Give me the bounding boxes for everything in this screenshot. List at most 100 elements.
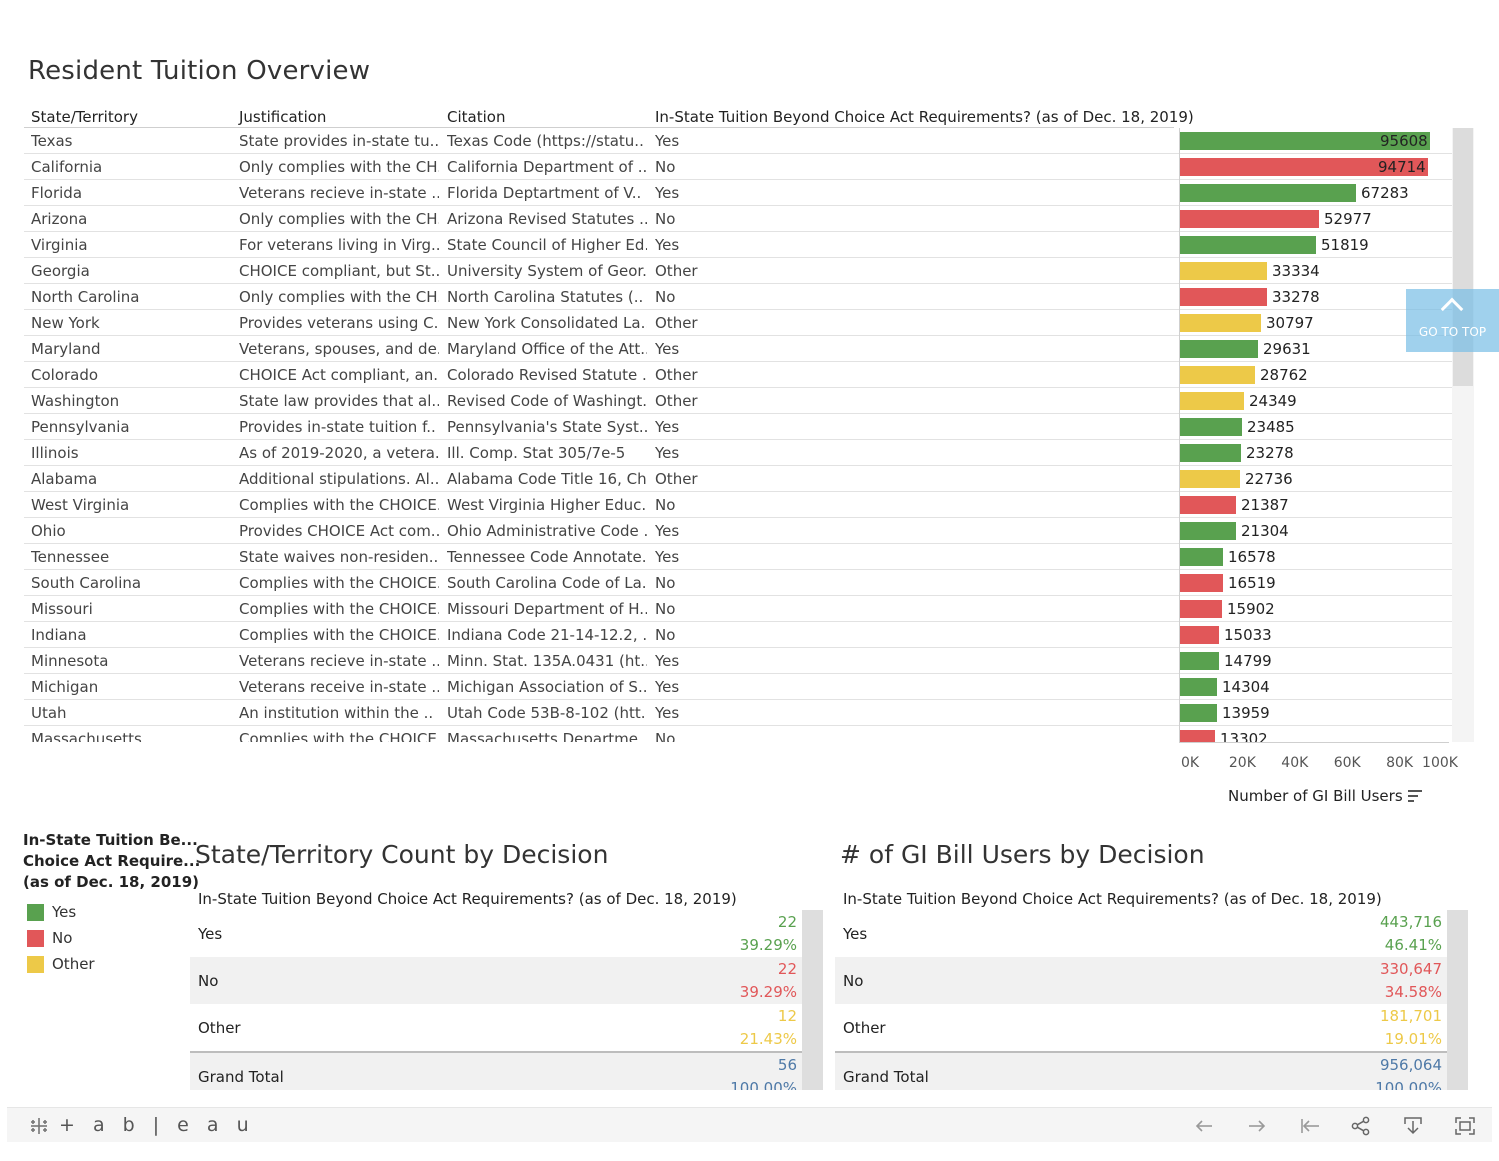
table-row[interactable]: Florida Veterans recieve in-state .. Flori… [24, 180, 1452, 206]
axis-tick-label: 80K [1386, 755, 1414, 771]
panel-scrollbar[interactable] [802, 910, 823, 1090]
state-cell: Minnesota [31, 652, 109, 670]
bar[interactable] [1180, 496, 1236, 514]
bar-cell: 51819 [1179, 232, 1452, 258]
bar[interactable] [1180, 626, 1219, 644]
revert-icon[interactable] [1299, 1116, 1321, 1136]
decision-row[interactable]: Yes 22 39.29% [190, 910, 802, 957]
grand-total-row[interactable]: Grand Total 56 100.00% [190, 1051, 802, 1090]
bar[interactable] [1180, 210, 1319, 228]
table-row[interactable]: Massachusetts Complies with the CHOICE.. M… [24, 726, 1452, 742]
table-row[interactable]: Tennessee State waives non-residen.. Tenne… [24, 544, 1452, 570]
table-row[interactable]: Virginia For veterans living in Virg.. Sta… [24, 232, 1452, 258]
decision-cell: Yes [655, 522, 680, 540]
axis-tick-label: 0K [1180, 755, 1200, 771]
table-row[interactable]: Georgia CHOICE compliant, but St.. Univers… [24, 258, 1452, 284]
count-panel-table[interactable]: Yes 22 39.29% No 22 39.29% Other 12 21.43% Grand … [190, 910, 823, 1090]
decision-cell: Yes [655, 236, 680, 254]
bar-label: 33278 [1272, 288, 1320, 306]
download-icon[interactable] [1402, 1116, 1424, 1136]
fullscreen-icon[interactable] [1454, 1116, 1476, 1136]
bar[interactable] [1180, 444, 1241, 462]
undo-icon[interactable] [1193, 1116, 1215, 1136]
column-header-decision[interactable]: In-State Tuition Beyond Choice Act Requi… [655, 108, 1194, 126]
citation-cell: Missouri Department of H.. [447, 600, 647, 618]
column-header-justification[interactable]: Justification [239, 108, 327, 126]
bar[interactable] [1180, 730, 1215, 742]
decision-row[interactable]: No 22 39.29% [190, 957, 802, 1004]
table-row[interactable]: Alabama Additional stipulations. Al.. Alab… [24, 466, 1452, 492]
grand-total-row[interactable]: Grand Total 956,064 100.00% [835, 1051, 1447, 1090]
bar-label: 16578 [1228, 548, 1276, 566]
column-header-citation[interactable]: Citation [447, 108, 506, 126]
bar-label: 24349 [1249, 392, 1297, 410]
bar[interactable] [1180, 574, 1223, 592]
bar[interactable] [1180, 418, 1242, 436]
table-row[interactable]: Michigan Veterans receive in-state .. Mich… [24, 674, 1452, 700]
decision-row[interactable]: Other 12 21.43% [190, 1004, 802, 1051]
table-row[interactable]: Illinois As of 2019-2020, a vetera.. Ill. … [24, 440, 1452, 466]
bar[interactable] [1180, 340, 1258, 358]
bar-label: 33334 [1272, 262, 1320, 280]
bar[interactable] [1180, 678, 1217, 696]
decision-cell: No [655, 574, 676, 592]
bar[interactable] [1180, 366, 1255, 384]
state-cell: West Virginia [31, 496, 130, 514]
table-row[interactable]: Ohio Provides CHOICE Act com.. Ohio Admini… [24, 518, 1452, 544]
table-row[interactable]: Missouri Complies with the CHOICE.. Missou… [24, 596, 1452, 622]
column-header-state[interactable]: State/Territory [31, 108, 138, 126]
tuition-table[interactable]: Texas State provides in-state tu.. Texas C… [24, 128, 1452, 742]
bar-label: 14799 [1224, 652, 1272, 670]
bar[interactable] [1180, 470, 1240, 488]
table-row[interactable]: Texas State provides in-state tu.. Texas C… [24, 128, 1452, 154]
table-row[interactable]: South Carolina Complies with the CHOICE..… [24, 570, 1452, 596]
state-cell: Arizona [31, 210, 88, 228]
sort-icon[interactable] [1408, 790, 1422, 802]
table-row[interactable]: North Carolina Only complies with the CH.… [24, 284, 1452, 310]
bar[interactable] [1180, 184, 1356, 202]
users-panel-table[interactable]: Yes 443,716 46.41% No 330,647 34.58% Other 181,… [835, 910, 1468, 1090]
citation-cell: State Council of Higher Ed.. [447, 236, 647, 254]
bar[interactable] [1180, 522, 1236, 540]
decision-row[interactable]: Other 181,701 19.01% [835, 1004, 1447, 1051]
table-row[interactable]: Minnesota Veterans recieve in-state .. Min… [24, 648, 1452, 674]
table-row[interactable]: Indiana Complies with the CHOICE.. Indiana… [24, 622, 1452, 648]
citation-cell: Ohio Administrative Code .. [447, 522, 647, 540]
justification-cell: As of 2019-2020, a vetera.. [239, 444, 439, 462]
table-row[interactable]: Utah An institution within the .. Utah Cod… [24, 700, 1452, 726]
bar[interactable] [1180, 262, 1267, 280]
decision-percent: 39.29% [739, 983, 797, 1001]
bar[interactable] [1180, 704, 1217, 722]
share-icon[interactable] [1350, 1116, 1372, 1136]
table-row[interactable]: Washington State law provides that al.. Re… [24, 388, 1452, 414]
bar[interactable] [1180, 548, 1223, 566]
citation-cell: Utah Code 53B-8-102 (htt.. [447, 704, 647, 722]
table-row[interactable]: West Virginia Complies with the CHOICE.. W… [24, 492, 1452, 518]
decision-row[interactable]: No 330,647 34.58% [835, 957, 1447, 1004]
table-row[interactable]: Arizona Only complies with the CH.. Arizon… [24, 206, 1452, 232]
state-cell: Alabama [31, 470, 98, 488]
redo-icon[interactable] [1246, 1116, 1268, 1136]
decision-row[interactable]: Yes 443,716 46.41% [835, 910, 1447, 957]
bar[interactable] [1180, 392, 1244, 410]
table-row[interactable]: California Only complies with the CH.. Cal… [24, 154, 1452, 180]
table-row[interactable]: Colorado CHOICE Act compliant, an.. Colora… [24, 362, 1452, 388]
panel-scrollbar[interactable] [1447, 910, 1468, 1090]
table-row[interactable]: Maryland Veterans, spouses, and de.. Maryl… [24, 336, 1452, 362]
table-row[interactable]: New York Provides veterans using C.. New Y… [24, 310, 1452, 336]
bar[interactable] [1180, 314, 1261, 332]
tableau-logo-text[interactable]: + a b | e a u [59, 1114, 255, 1136]
justification-cell: Only complies with the CH.. [239, 210, 439, 228]
bar[interactable] [1180, 600, 1222, 618]
bar[interactable] [1180, 652, 1219, 670]
table-row[interactable]: Pennsylvania Provides in-state tuition f.… [24, 414, 1452, 440]
bar[interactable] [1180, 132, 1430, 150]
bar[interactable] [1180, 236, 1316, 254]
citation-cell: Colorado Revised Statute .. [447, 366, 647, 384]
decision-label: Yes [198, 925, 223, 943]
go-to-top-button[interactable]: GO TO TOP [1406, 289, 1499, 352]
decision-label: No [843, 972, 864, 990]
bar[interactable] [1180, 158, 1428, 176]
bar[interactable] [1180, 288, 1267, 306]
bar-cell: 16578 [1179, 544, 1452, 570]
